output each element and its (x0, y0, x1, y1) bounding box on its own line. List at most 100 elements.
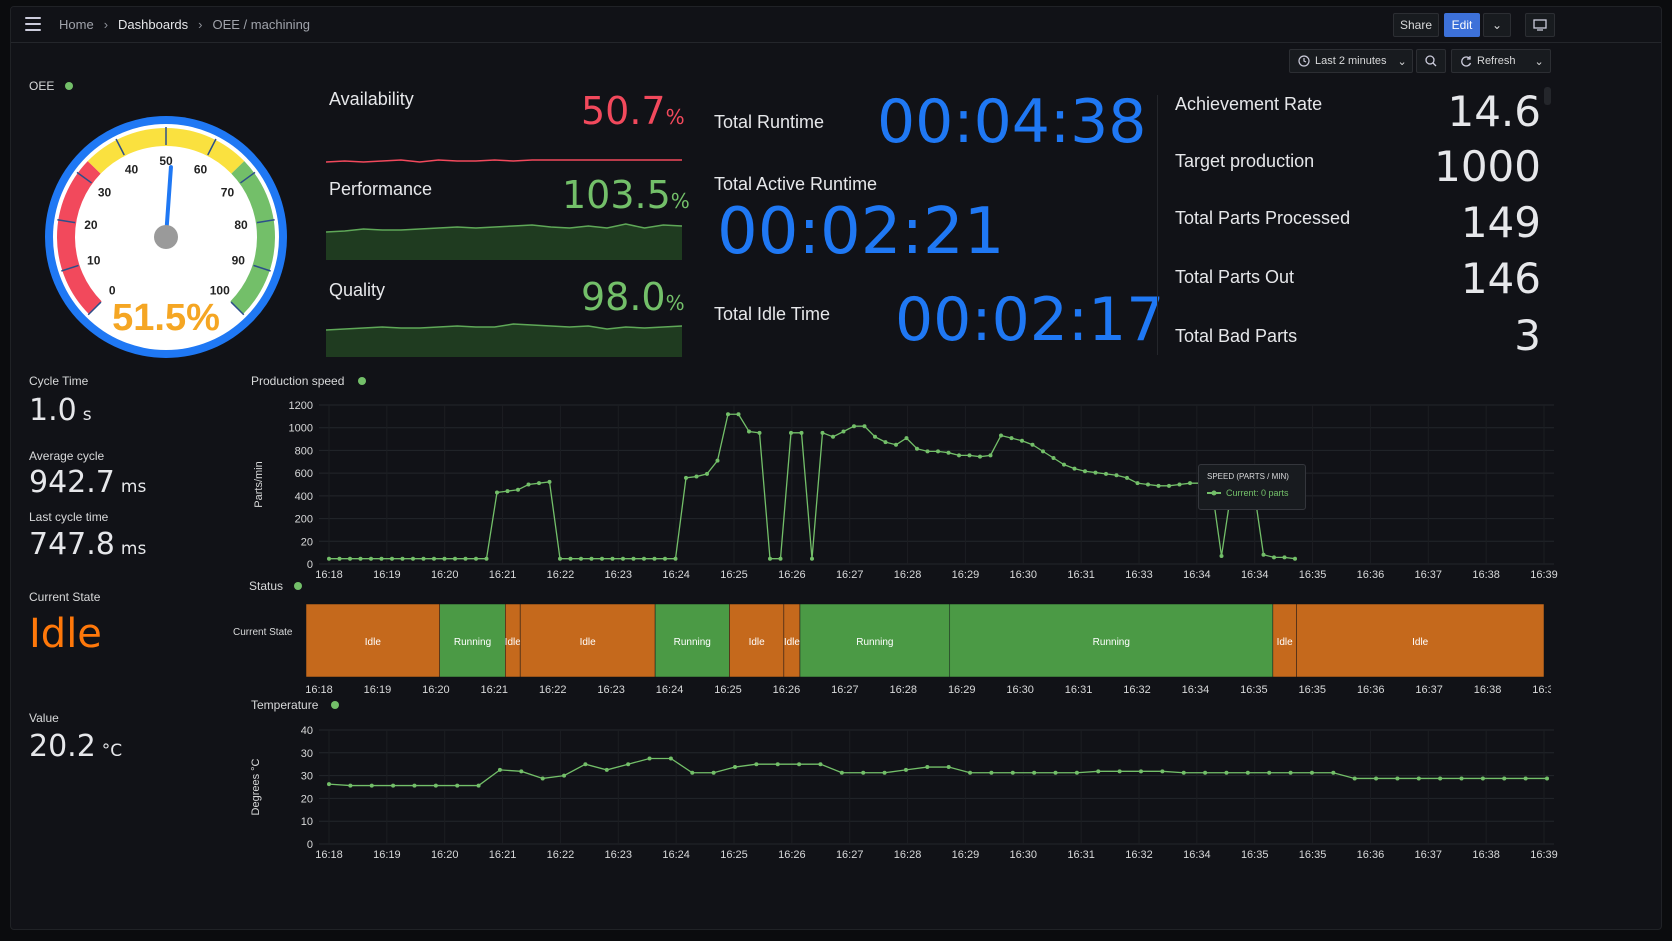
data-point (537, 481, 541, 486)
chevron-right-icon: › (198, 17, 203, 32)
data-point (1032, 770, 1037, 775)
gauge-tick (57, 219, 76, 224)
sparkline-line (326, 223, 682, 233)
x-tick-label: 16:20 (431, 849, 459, 861)
current-state-label: Current State (29, 590, 101, 604)
status-timeline: Idle Running Idle Idle Running Idle Idle Runnin… (305, 603, 1551, 696)
data-point (999, 433, 1003, 438)
data-point (988, 453, 993, 458)
performance-sparkline (326, 223, 682, 260)
data-point (694, 474, 699, 479)
performance-number: 103.5 (562, 173, 671, 217)
status-dot (331, 701, 339, 709)
menu-icon[interactable] (25, 17, 41, 31)
data-point (1261, 552, 1266, 557)
total-parts-processed-label: Total Parts Processed (1175, 208, 1351, 228)
data-point (775, 762, 780, 767)
share-button[interactable]: Share (1393, 13, 1439, 37)
gauge-tick-label: 0 (109, 284, 116, 298)
cycle-time-value: 1.0 s (29, 393, 92, 428)
performance-value: 103.5% (562, 173, 690, 217)
quality-label: Quality (329, 280, 386, 300)
data-point (757, 430, 762, 435)
x-tick-label: 16:35 (1241, 849, 1269, 861)
x-tick-label: 16:35 (1299, 684, 1327, 696)
sparkline-line (326, 323, 682, 331)
data-point (421, 556, 426, 561)
last-cycle-time-value: 747.8 ms (29, 527, 146, 562)
edit-dropdown-button[interactable]: ⌄ (1483, 13, 1511, 37)
data-point (604, 767, 609, 772)
cycle-time-label: Cycle Time (29, 374, 89, 388)
breadcrumb-current[interactable]: OEE / machining (212, 17, 311, 32)
gauge-tick (61, 264, 79, 272)
data-point (668, 756, 673, 761)
x-tick-label: 16:25 (720, 849, 748, 861)
y-tick-label: 1000 (289, 423, 313, 435)
gauge-tick (239, 171, 256, 184)
refresh-button[interactable]: Refresh ⌄ (1451, 49, 1551, 73)
data-point (1459, 776, 1464, 781)
gauge-tick (207, 138, 217, 156)
total-parts-processed-value: 149 (1460, 198, 1541, 247)
data-point (348, 556, 352, 561)
data-point (1282, 555, 1287, 560)
quality-sparkline (326, 323, 682, 357)
time-range-picker[interactable]: Last 2 minutes ⌄ (1289, 49, 1413, 73)
zoom-out-button[interactable] (1416, 49, 1446, 73)
y-tick-label: 0 (307, 559, 313, 571)
x-tick-label: 16:36 (1357, 569, 1385, 581)
chevron-right-icon: › (103, 17, 109, 32)
data-point (1480, 776, 1485, 781)
refresh-label: Refresh (1477, 55, 1516, 67)
chevron-down-icon: ⌄ (1397, 55, 1407, 68)
status-segment (1296, 603, 1545, 678)
status-segment (654, 603, 730, 678)
total-bad-parts-label: Total Bad Parts (1175, 326, 1298, 346)
target-production-label: Target production (1175, 151, 1315, 171)
total-parts-out-label: Total Parts Out (1175, 267, 1295, 287)
data-point (726, 412, 730, 417)
data-point (882, 770, 887, 775)
breadcrumb-dashboards[interactable]: Dashboards (118, 17, 189, 32)
x-tick-label: 16:39 (1532, 684, 1551, 696)
data-point (1104, 471, 1108, 476)
breadcrumb: Home › Dashboards › OEE / machining (59, 17, 310, 32)
x-tick-label: 16:22 (539, 684, 567, 696)
x-tick-label: 16:29 (952, 849, 980, 861)
tv-mode-button[interactable] (1525, 13, 1555, 37)
total-runtime-value: 00:04:38 (877, 87, 1147, 157)
data-point (968, 770, 973, 775)
edit-button[interactable]: Edit (1444, 13, 1480, 37)
data-point (1030, 442, 1035, 447)
scrollbar[interactable] (1544, 87, 1551, 105)
data-point (1181, 770, 1186, 775)
top-bar: Home › Dashboards › OEE / machining Shar… (11, 7, 1661, 43)
x-tick-label: 16:34 (1241, 569, 1269, 581)
data-point (1041, 449, 1045, 454)
current-state-value: Idle (29, 611, 102, 657)
data-point (925, 449, 930, 454)
data-point (799, 430, 804, 435)
x-tick-label: 16:29 (952, 569, 980, 581)
quality-number: 98.0 (581, 275, 666, 319)
data-point (400, 556, 405, 561)
chevron-down-icon: ⌄ (1491, 18, 1503, 32)
status-segment-label: Idle (580, 637, 597, 648)
data-point (925, 765, 930, 770)
data-point (978, 454, 982, 459)
data-point (903, 767, 908, 772)
data-point (390, 556, 394, 561)
monitor-icon (1533, 19, 1547, 31)
gauge-tick-label: 70 (221, 185, 235, 199)
data-point (1523, 776, 1528, 781)
data-point (610, 556, 615, 561)
data-point (1146, 482, 1150, 487)
data-point (1167, 483, 1171, 488)
breadcrumb-home[interactable]: Home (59, 17, 94, 32)
status-segment-label: Running (674, 637, 711, 648)
status-segment-label: Idle (784, 637, 801, 648)
x-tick-label: 16:23 (605, 849, 633, 861)
zoom-out-icon (1425, 55, 1437, 67)
gauge-tick-label: 20 (84, 218, 98, 232)
